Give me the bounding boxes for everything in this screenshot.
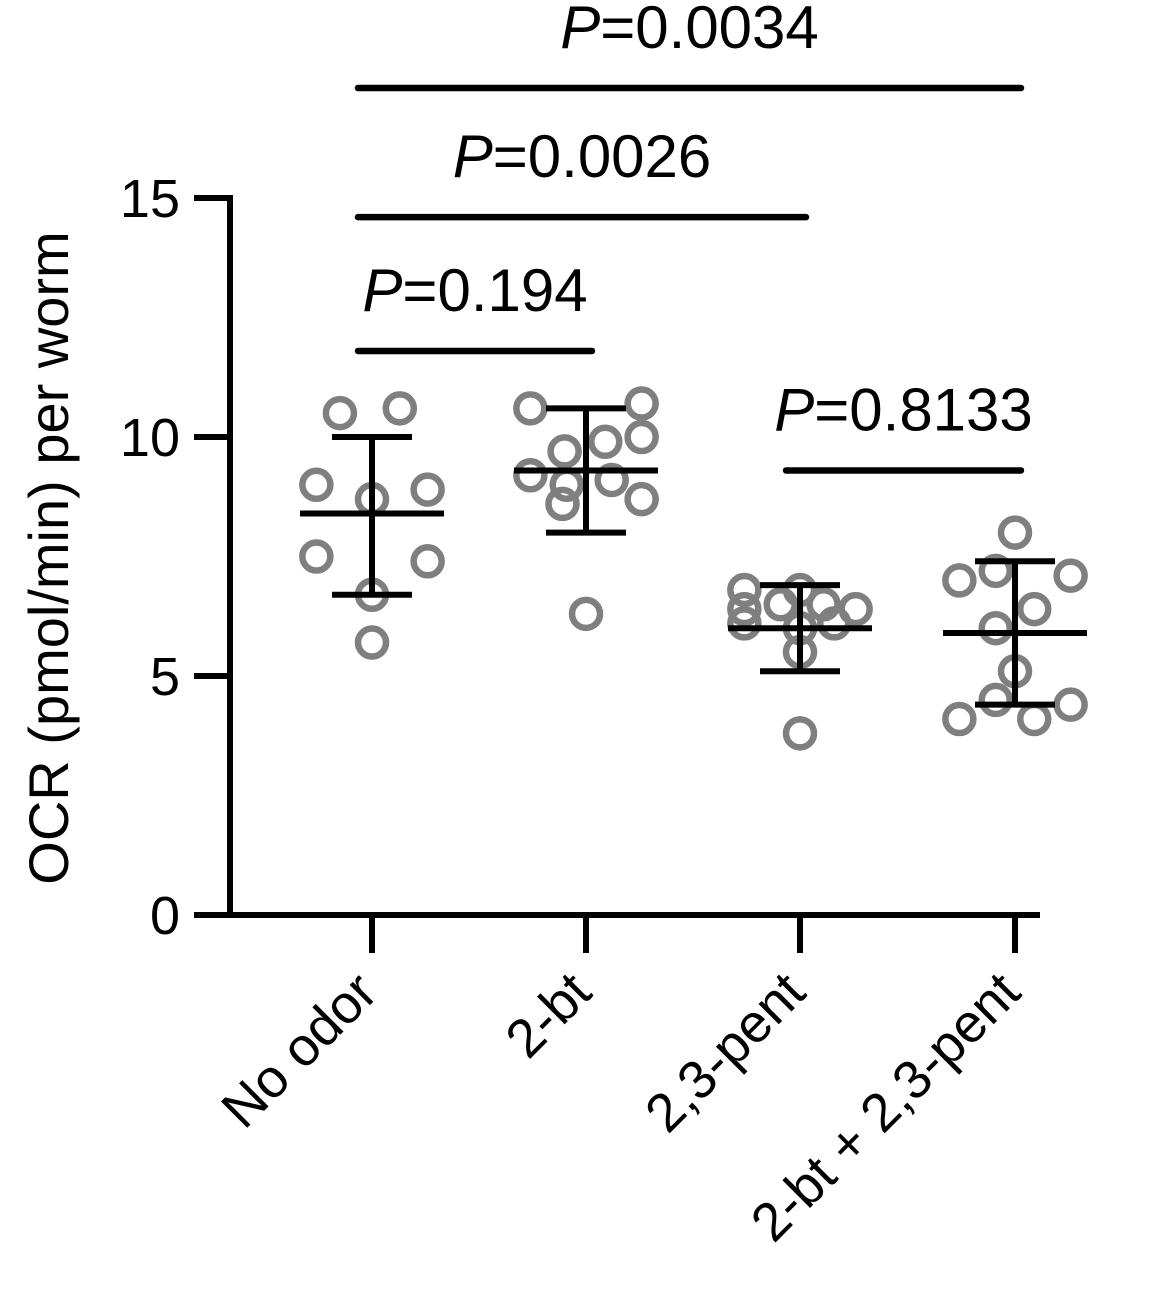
data-point: [942, 563, 977, 598]
y-tick-label: 5: [150, 647, 180, 707]
y-tick-label: 0: [150, 886, 180, 946]
data-point: [624, 419, 659, 455]
p-value: =0.194: [402, 257, 587, 324]
data-point: [978, 610, 1013, 646]
mean-sd-bars: [300, 405, 1087, 708]
significance-label: P=0.194: [362, 257, 587, 324]
data-point: [299, 467, 334, 503]
data-point: [322, 395, 358, 431]
data-point: [588, 424, 623, 460]
data-point: [513, 391, 548, 426]
data-point: [782, 716, 818, 751]
data-point: [547, 434, 582, 469]
p-symbol: P: [362, 257, 402, 324]
data-point: [410, 472, 445, 507]
y-axis-ticks: 0 5 10 15: [120, 169, 230, 946]
data-point: [410, 544, 445, 579]
data-point: [816, 606, 852, 641]
significance-label: P=0.8133: [774, 376, 1033, 443]
data-point: [354, 625, 390, 660]
y-tick-label: 15: [120, 169, 180, 229]
data-point: [978, 682, 1013, 718]
data-point: [727, 572, 762, 608]
data-point: [763, 587, 798, 622]
data-point: [997, 515, 1033, 550]
data-point: [299, 539, 334, 574]
data-point: [513, 457, 548, 493]
p-symbol: P: [774, 376, 814, 443]
data-point: [382, 391, 418, 426]
data-point: [1017, 701, 1052, 737]
data-point: [594, 462, 629, 498]
data-point: [624, 386, 659, 421]
data-point: [1053, 687, 1088, 722]
data-point: [727, 591, 762, 627]
p-symbol: P: [560, 0, 600, 61]
significance-label: P=0.0034: [560, 0, 819, 61]
p-value: =0.0034: [600, 0, 819, 61]
data-point: [1017, 591, 1052, 627]
significance-label: P=0.0026: [453, 123, 712, 190]
p-value: =0.8133: [814, 376, 1033, 443]
y-axis-label: OCR (pmol/min) per worm: [17, 231, 80, 884]
data-point: [568, 596, 604, 632]
data-point: [942, 701, 977, 737]
x-category-label: 2-bt: [494, 961, 602, 1069]
axes: [227, 195, 1040, 918]
data-point: [545, 486, 580, 522]
x-category-label: 2,3-pent: [634, 961, 817, 1144]
data-point: [727, 606, 762, 641]
data-point: [624, 481, 659, 517]
data-point: [1053, 558, 1088, 593]
p-value: =0.0026: [493, 123, 712, 190]
y-tick-label: 10: [120, 408, 180, 468]
data-point: [978, 553, 1013, 589]
p-symbol: P: [453, 123, 493, 190]
x-category-label: No odor: [210, 961, 388, 1139]
